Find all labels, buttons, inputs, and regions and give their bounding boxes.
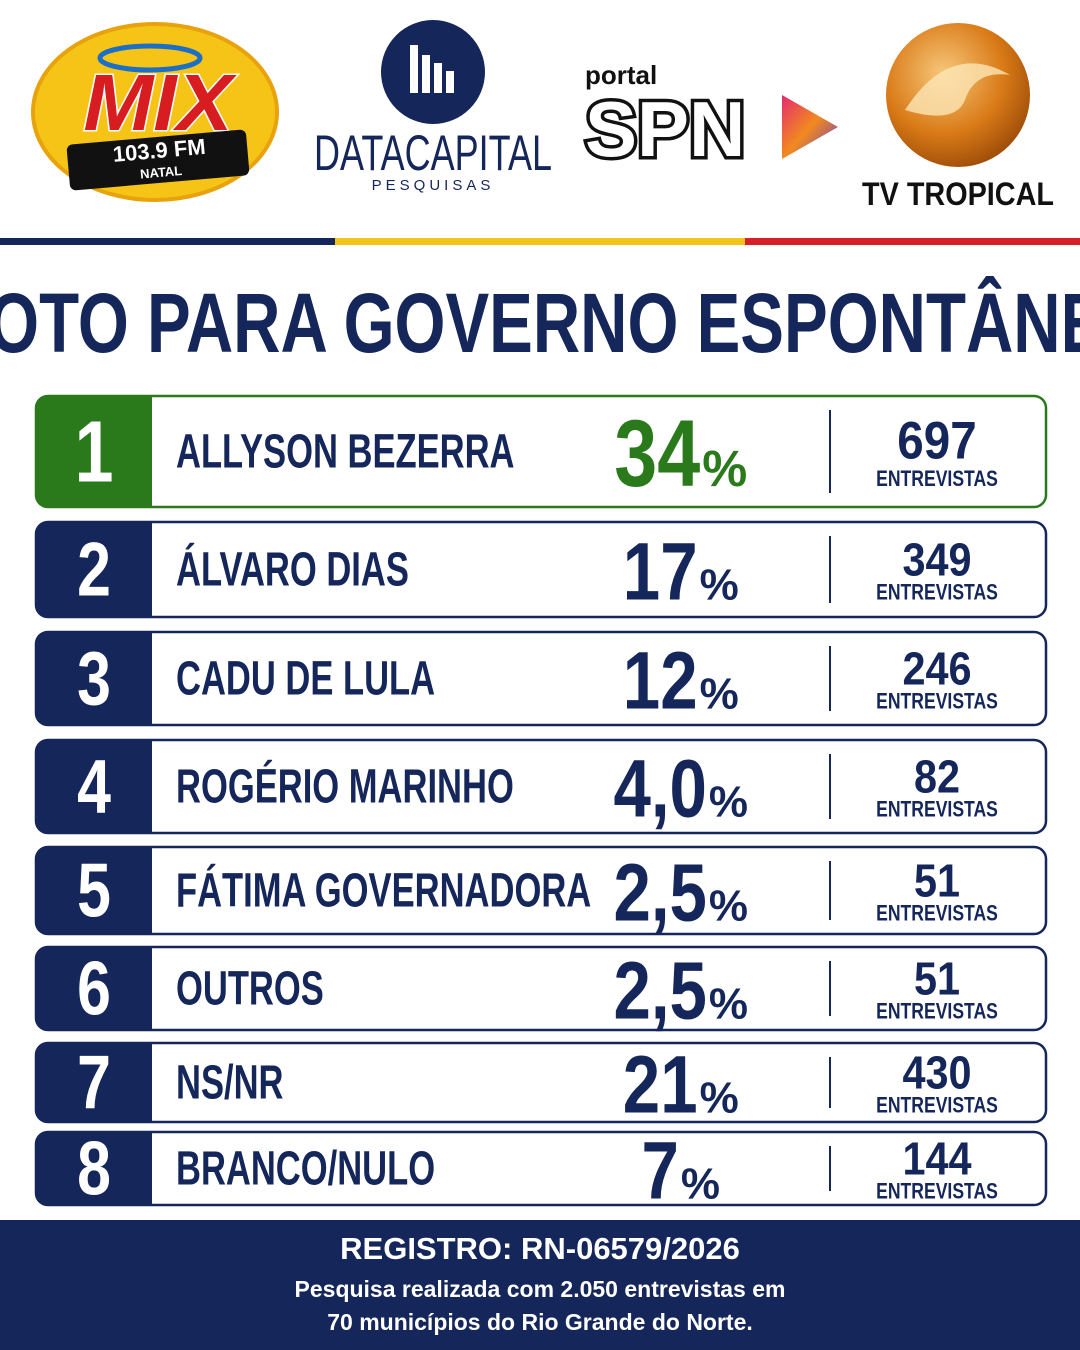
percent-group: 21% bbox=[623, 1038, 739, 1130]
percent-unit: % bbox=[709, 882, 748, 931]
percent-group: 34% bbox=[614, 402, 747, 507]
rank-box bbox=[36, 1132, 152, 1205]
percent-unit: % bbox=[702, 440, 747, 497]
logo-shape bbox=[97, 43, 203, 73]
percent-group: 12% bbox=[623, 634, 739, 726]
logo-shape bbox=[381, 20, 485, 124]
candidate-name: ROGÉRIO MARINHO bbox=[176, 759, 514, 813]
interviews: 51 bbox=[914, 856, 960, 908]
rank: 6 bbox=[77, 946, 111, 1031]
logo-text: NATAL bbox=[139, 163, 182, 182]
rank-box bbox=[36, 847, 152, 934]
registration: REGISTRO: RN-06579/2026 bbox=[340, 1231, 740, 1266]
interviews-label: ENTREVISTAS bbox=[876, 1000, 998, 1024]
candidate-name: OUTROS bbox=[176, 961, 324, 1015]
stripe bbox=[0, 238, 335, 245]
percent-unit: % bbox=[700, 1074, 739, 1123]
logo-shape bbox=[410, 45, 418, 93]
footer-band bbox=[0, 1220, 1080, 1350]
percent-unit: % bbox=[681, 1160, 720, 1209]
candidate-name: BRANCO/NULO bbox=[176, 1141, 435, 1195]
percent: 4,0 bbox=[613, 742, 706, 834]
rank-box bbox=[36, 740, 152, 833]
rank: 3 bbox=[77, 636, 111, 721]
logo-shape bbox=[66, 129, 250, 191]
stripe bbox=[745, 238, 1080, 245]
logo-shape bbox=[446, 71, 454, 93]
candidate-name: ÁLVARO DIAS bbox=[176, 542, 409, 596]
percent-unit: % bbox=[709, 778, 748, 827]
logo-text: DATACAPITAL bbox=[314, 126, 552, 181]
rank: 5 bbox=[77, 848, 111, 933]
logo-shape bbox=[905, 63, 1010, 116]
percent-group: 7% bbox=[642, 1124, 721, 1216]
rank-box bbox=[36, 632, 152, 725]
percent: 2,5 bbox=[613, 846, 706, 938]
percent-group: 2,5% bbox=[613, 944, 748, 1036]
interviews: 82 bbox=[914, 752, 960, 804]
rank-box bbox=[36, 1043, 152, 1122]
tv-logo: TV TROPICAL bbox=[862, 23, 1054, 212]
percent: 12 bbox=[623, 634, 698, 726]
rank-box bbox=[36, 947, 152, 1030]
candidate-name: ALLYSON BEZERRA bbox=[176, 424, 515, 478]
logo-text: portal bbox=[585, 60, 657, 90]
spn-logo: portal SPN bbox=[582, 60, 838, 177]
interviews-label: ENTREVISTAS bbox=[876, 467, 998, 491]
percent: 2,5 bbox=[613, 944, 706, 1036]
interviews-label: ENTREVISTAS bbox=[876, 798, 998, 822]
percent-unit: % bbox=[700, 670, 739, 719]
rank: 4 bbox=[77, 744, 111, 829]
percent-group: 17% bbox=[623, 525, 739, 617]
logo-text: SPN bbox=[585, 85, 745, 173]
percent-group: 4,0% bbox=[613, 742, 748, 834]
logo-shape bbox=[782, 95, 838, 159]
rank-box bbox=[36, 522, 152, 617]
interviews: 246 bbox=[902, 644, 971, 696]
rank-box bbox=[36, 396, 152, 507]
percent-unit: % bbox=[709, 980, 748, 1029]
logo-shape bbox=[434, 63, 442, 93]
logo-text: PESQUISAS bbox=[372, 177, 495, 194]
interviews-label: ENTREVISTAS bbox=[876, 1180, 998, 1204]
interviews: 697 bbox=[897, 410, 976, 470]
interviews-label: ENTREVISTAS bbox=[876, 902, 998, 926]
interviews: 144 bbox=[902, 1134, 972, 1186]
candidate-name: CADU DE LULA bbox=[176, 651, 435, 705]
datacapital-logo: DATACAPITAL PESQUISAS bbox=[314, 20, 552, 194]
interviews-label: ENTREVISTAS bbox=[876, 690, 998, 714]
stripe bbox=[335, 238, 745, 245]
logo-text: TV TROPICAL bbox=[862, 177, 1054, 213]
percent-unit: % bbox=[700, 561, 739, 610]
logo-shape bbox=[422, 55, 430, 93]
percent: 17 bbox=[623, 525, 698, 617]
candidate-name: FÁTIMA GOVERNADORA bbox=[176, 863, 591, 917]
interviews: 51 bbox=[914, 954, 960, 1006]
interviews-label: ENTREVISTAS bbox=[876, 581, 998, 605]
interviews-label: ENTREVISTAS bbox=[876, 1094, 998, 1118]
candidate-name: NS/NR bbox=[176, 1055, 284, 1109]
rank: 2 bbox=[77, 527, 111, 612]
percent: 7 bbox=[642, 1124, 679, 1216]
percent: 34 bbox=[614, 402, 700, 507]
footer-line: Pesquisa realizada com 2.050 entrevistas… bbox=[295, 1276, 786, 1302]
title: VOTO PARA GOVERNO ESPONTÂNEA bbox=[0, 275, 1080, 370]
footer-line: 70 municípios do Rio Grande do Norte. bbox=[327, 1309, 753, 1335]
interviews: 349 bbox=[902, 535, 971, 587]
percent: 21 bbox=[623, 1038, 698, 1130]
mix-logo: MIX 103.9 FM NATAL bbox=[31, 22, 279, 202]
rank: 1 bbox=[75, 402, 114, 500]
interviews: 430 bbox=[902, 1048, 971, 1100]
rank: 8 bbox=[77, 1126, 111, 1211]
percent-group: 2,5% bbox=[613, 846, 748, 938]
rank: 7 bbox=[77, 1040, 111, 1125]
